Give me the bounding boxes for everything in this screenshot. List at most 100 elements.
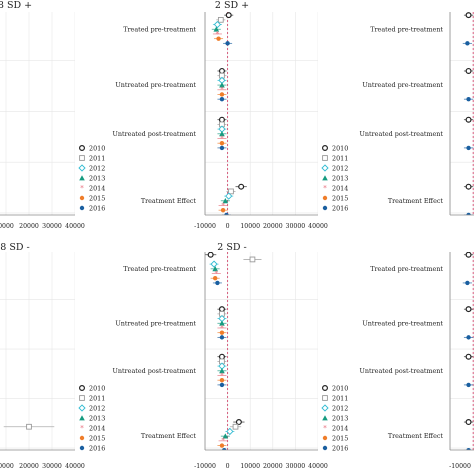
data-point-2011 — [26, 423, 32, 430]
data-point-2015 — [220, 207, 226, 213]
data-point-2014: * — [221, 437, 225, 445]
legend-label: 2011 — [332, 394, 348, 402]
legend-marker-2014: * — [80, 424, 84, 432]
plot-area: * * * * — [205, 12, 318, 215]
legend-marker-2011 — [79, 155, 85, 161]
legend-marker-2013 — [322, 175, 328, 181]
data-point-2010 — [218, 306, 225, 313]
legend-marker-2015 — [79, 195, 85, 201]
legend-label: 2010 — [89, 384, 105, 392]
x-tick-label: 0 — [226, 223, 230, 230]
x-tick-label: -10000 — [194, 463, 216, 470]
legend-label: 2014 — [332, 184, 348, 192]
legend-label: 2015 — [89, 194, 105, 202]
x-tick-label: 40000 — [308, 223, 328, 230]
data-point-2011 — [228, 188, 234, 195]
legend-marker-2010 — [78, 145, 85, 152]
x-tick-label: 0 — [226, 463, 230, 470]
data-point-2014: * — [220, 86, 224, 94]
panel-4: *8 SD -000020000300004000020102011201220… — [0, 242, 105, 470]
x-tick-label: 20000 — [19, 223, 39, 230]
x-tick-label: 30000 — [286, 463, 306, 470]
data-point-2010 — [465, 183, 472, 190]
legend-marker-2014: * — [323, 184, 327, 192]
data-point-2010 — [465, 419, 472, 426]
legend-marker-2012 — [78, 164, 86, 172]
plot-area: * — [0, 12, 75, 215]
category-label: Untreated post-treatment — [360, 130, 444, 138]
panel-1: *8 SD +000020000300004000020102011201220… — [0, 0, 105, 230]
panel-title: 2 SD + — [215, 0, 249, 11]
x-tick-label: 20000 — [19, 463, 39, 470]
category-label: Treated pre-treatment — [370, 25, 443, 33]
legend-label: 2010 — [89, 144, 105, 152]
x-tick-label: 0000 — [0, 223, 14, 230]
legend-label: 2015 — [332, 194, 348, 202]
legend-label: 2012 — [89, 404, 105, 412]
category-label: Untreated post-treatment — [360, 367, 444, 375]
data-point-2014: * — [220, 135, 224, 143]
legend-marker-2016 — [322, 445, 328, 451]
plot-area: * * * * — [205, 252, 318, 450]
legend-label: 2011 — [89, 154, 105, 162]
legend-marker-2016 — [79, 205, 85, 211]
data-point-2016 — [466, 212, 471, 215]
legend-marker-2010 — [78, 385, 85, 392]
data-point-2010 — [465, 116, 472, 123]
legend-label: 2013 — [332, 174, 348, 182]
data-point-2013 — [222, 197, 229, 204]
panel-6: Treated pre-treatment Untreated pre-treat… — [360, 252, 474, 470]
legend-marker-2010 — [322, 145, 329, 152]
category-label: Treated pre-treatment — [123, 265, 196, 273]
data-point-2012 — [213, 20, 222, 29]
data-point-2010 — [465, 12, 472, 19]
data-point-2015 — [219, 141, 225, 146]
x-tick-label: 30000 — [42, 223, 62, 230]
data-point-2013 — [219, 82, 225, 88]
panel-title: 8 SD - — [0, 242, 29, 253]
category-label: Untreated pre-treatment — [115, 81, 196, 89]
legend-marker-2015 — [322, 195, 328, 201]
data-point-2010 — [207, 252, 214, 258]
data-point-2010 — [465, 67, 472, 74]
data-point-2015 — [219, 378, 225, 383]
legend: 2010 2011 2012 2013 * 2014 2015 2016 — [321, 384, 348, 452]
data-point-2016 — [219, 382, 225, 388]
x-tick-label: 20000 — [263, 463, 283, 470]
legend-marker-2011 — [79, 395, 85, 401]
legend-label: 2011 — [332, 154, 348, 162]
category-label: Untreated pre-treatment — [362, 319, 443, 327]
legend-label: 2010 — [332, 384, 348, 392]
panel-title: 2 SD - — [217, 242, 246, 253]
legend: 2010 2011 2012 2013 * 2014 2015 2016 — [78, 384, 105, 452]
legend-label: 2016 — [332, 444, 348, 452]
legend-label: 2012 — [89, 164, 105, 172]
panel-title: 8 SD + — [0, 0, 32, 11]
legend-marker-2016 — [322, 205, 328, 211]
panel-5: * * * * 2 SD - Treated pre-treatment Untreated… — [113, 242, 349, 470]
x-tick-label: 0000 — [0, 463, 14, 470]
legend-marker-2013 — [322, 415, 328, 421]
legend-marker-2014: * — [80, 184, 84, 192]
legend-label: 2014 — [89, 424, 105, 432]
data-point-2016 — [465, 280, 470, 286]
data-point-2016 — [219, 96, 225, 102]
data-point-2015 — [216, 36, 221, 41]
legend-marker-2014: * — [323, 424, 327, 432]
legend-label: 2016 — [89, 444, 105, 452]
category-label: Untreated post-treatment — [113, 367, 197, 375]
legend-label: 2011 — [89, 394, 105, 402]
legend-label: 2015 — [89, 434, 105, 442]
data-point-2016 — [225, 41, 230, 46]
data-point-2016 — [465, 41, 470, 46]
category-label: Treated pre-treatment — [370, 265, 443, 273]
data-point-2016 — [222, 448, 227, 450]
panel-2: * * * * 2 SD + Treated pre-treatment Untreated… — [113, 0, 349, 230]
category-label: Treatment Effect — [141, 432, 197, 440]
data-point-2016 — [466, 382, 471, 388]
legend-marker-2015 — [79, 435, 85, 441]
x-tick-label: 30000 — [286, 223, 306, 230]
data-point-2014: * — [216, 30, 220, 38]
data-point-2015 — [219, 330, 225, 335]
data-point-2010 — [218, 116, 225, 123]
